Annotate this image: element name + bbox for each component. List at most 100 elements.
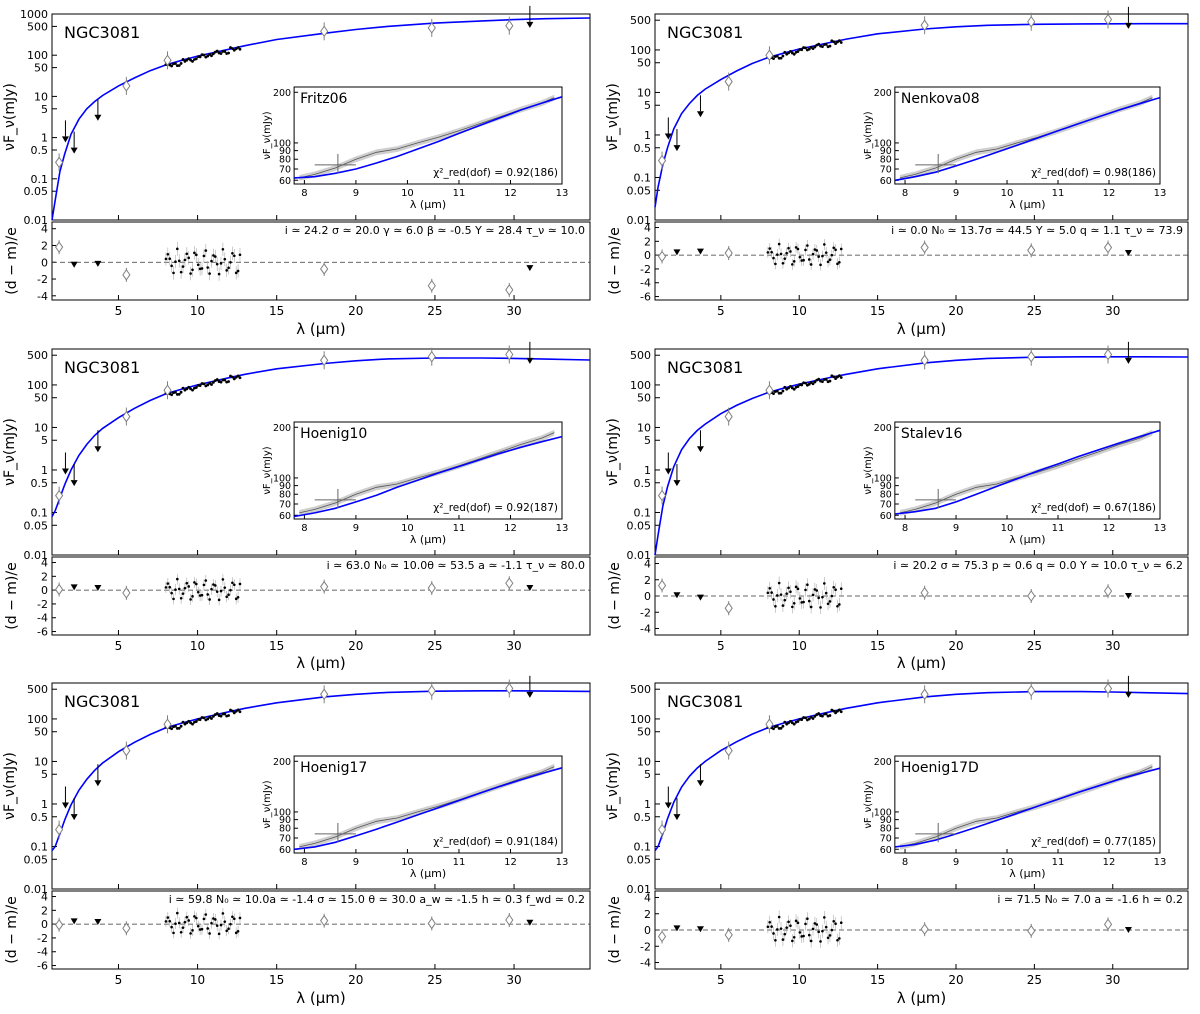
residual-point bbox=[774, 605, 777, 608]
inset-x-tick-label: 13 bbox=[556, 523, 569, 534]
residual-point bbox=[213, 918, 217, 921]
spectrum-point bbox=[170, 393, 174, 397]
photometry-point bbox=[1103, 682, 1113, 695]
residual-limit-arrow bbox=[526, 919, 534, 926]
inset-y-tick-label: 60 bbox=[279, 845, 291, 856]
residual-point bbox=[775, 594, 779, 597]
spectrum-point bbox=[807, 382, 811, 386]
residual-point bbox=[766, 251, 770, 254]
spectrum-point bbox=[223, 378, 227, 382]
photometry-point bbox=[163, 384, 172, 397]
spectrum-point bbox=[206, 54, 210, 58]
residual-point bbox=[200, 927, 204, 931]
residual-point bbox=[189, 272, 192, 275]
residual-point bbox=[208, 932, 211, 935]
spectrum-point bbox=[177, 392, 181, 396]
residual-point bbox=[231, 915, 234, 919]
residual-point bbox=[768, 920, 772, 924]
x-tick-label: 10 bbox=[190, 639, 205, 653]
panel-hoenig17: 0.010.050.10.5151050100500νF_ν(mJy)NGC30… bbox=[2, 675, 591, 1007]
spectrum-point bbox=[839, 41, 843, 44]
inset-x-tick-label: 11 bbox=[453, 523, 466, 534]
residual-point bbox=[177, 259, 181, 263]
spectrum-point bbox=[837, 39, 841, 43]
residual-point bbox=[166, 916, 170, 919]
object-label: NGC3081 bbox=[667, 358, 743, 377]
y-tick-label: 100 bbox=[630, 379, 651, 392]
residual-y-tick-label: 0 bbox=[41, 584, 48, 597]
residual-point bbox=[202, 917, 206, 921]
y-axis-label: νF_ν(mJy) bbox=[605, 752, 621, 820]
y-tick-label: 5 bbox=[644, 434, 651, 447]
photometry-point bbox=[122, 410, 131, 423]
residual-point bbox=[174, 588, 177, 591]
spectrum-point bbox=[236, 374, 240, 378]
residual-point bbox=[221, 247, 225, 251]
residual-spectrum-points bbox=[766, 238, 843, 271]
residual-limit-arrow bbox=[1124, 927, 1132, 933]
residual-point bbox=[802, 934, 805, 938]
spectrum-point bbox=[227, 51, 230, 55]
x-tick-label: 10 bbox=[792, 973, 807, 987]
residual-point bbox=[777, 581, 781, 585]
residual-point bbox=[817, 255, 820, 258]
inset-spectrum-band bbox=[899, 429, 1153, 516]
inset-x-axis-label: λ (μm) bbox=[410, 533, 446, 546]
spectrum-point bbox=[181, 720, 185, 724]
residual-point bbox=[802, 600, 805, 604]
inset-frame bbox=[894, 86, 1161, 185]
upper-limit-arrow bbox=[1124, 357, 1132, 364]
spectrum-point bbox=[212, 714, 215, 718]
photometry-point bbox=[505, 348, 514, 361]
inset-x-tick-label: 10 bbox=[1001, 857, 1014, 868]
residual-point bbox=[183, 920, 187, 924]
upper-limit-arrow bbox=[526, 21, 534, 28]
inset-x-tick-label: 8 bbox=[301, 857, 307, 868]
residual-point bbox=[168, 257, 172, 261]
fit-parameters: i ≃ 24.2 σ ≃ 20.0 γ ≃ 6.0 β ≃ -0.5 Y ≃ 2… bbox=[285, 224, 585, 237]
residual-point bbox=[796, 587, 800, 591]
residual-spectrum-points bbox=[766, 576, 843, 614]
upper-limit-arrow bbox=[61, 802, 69, 809]
residual-point bbox=[217, 598, 221, 602]
x-tick-label: 30 bbox=[1105, 973, 1120, 987]
residual-limit-arrow bbox=[673, 592, 681, 599]
residual-point bbox=[809, 605, 813, 609]
residual-limit-arrow bbox=[1124, 593, 1132, 599]
fit-parameters: i ≃ 63.0 N₀ ≃ 10.0θ ≃ 53.5 a ≃ -1.1 τ_ν … bbox=[327, 559, 585, 572]
residual-point bbox=[223, 586, 227, 589]
spectrum-point bbox=[817, 712, 821, 715]
spectrum-point bbox=[772, 57, 775, 61]
photometry-point bbox=[657, 823, 667, 836]
residual-limit-arrow bbox=[70, 918, 78, 925]
residual-point bbox=[225, 595, 228, 599]
residual-point bbox=[185, 581, 189, 585]
y-tick-label: 0.01 bbox=[24, 883, 49, 896]
residual-point bbox=[785, 251, 788, 255]
inset-frame bbox=[293, 755, 563, 854]
residual-point bbox=[179, 930, 183, 934]
x-tick-label: 10 bbox=[190, 973, 205, 987]
residual-point bbox=[777, 242, 781, 246]
residual-point bbox=[187, 585, 191, 588]
residual-point bbox=[191, 268, 194, 272]
inset-y-tick-label: 60 bbox=[880, 176, 892, 187]
spectrum-point bbox=[783, 50, 787, 54]
y-tick-label: 100 bbox=[630, 44, 651, 57]
spectrum-point bbox=[210, 54, 213, 58]
inset-y-tick-label: 80 bbox=[880, 490, 892, 501]
spectrum-point bbox=[227, 714, 230, 717]
spectrum-point bbox=[804, 46, 807, 50]
residual-point bbox=[191, 929, 194, 932]
spectrum-point bbox=[202, 382, 206, 386]
inset-x-tick-label: 10 bbox=[401, 857, 414, 868]
inset-spectrum-band bbox=[299, 94, 555, 181]
residual-point bbox=[236, 595, 240, 599]
inset-model-label: Stalev16 bbox=[901, 426, 963, 442]
spectrum-point bbox=[792, 722, 796, 726]
inset-spectrum-band bbox=[899, 763, 1153, 850]
upper-limit-arrow bbox=[664, 133, 672, 140]
x-tick-label: 5 bbox=[717, 639, 725, 653]
residual-y-tick-label: 4 bbox=[41, 223, 48, 236]
